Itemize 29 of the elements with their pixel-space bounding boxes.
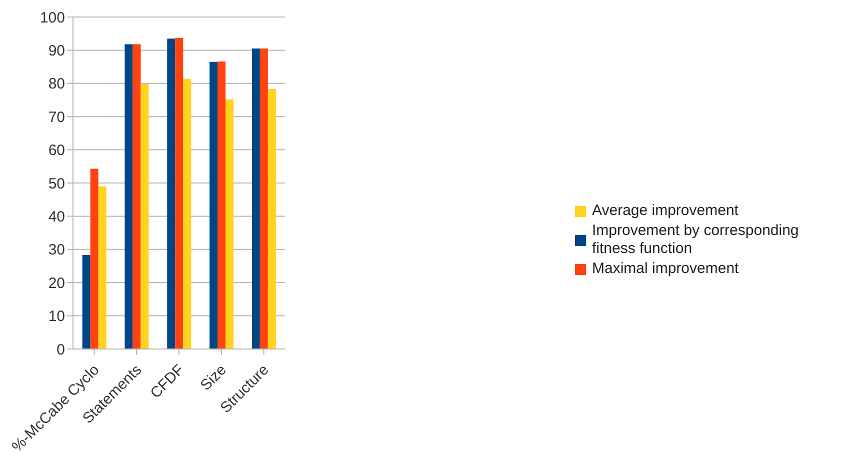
y-tick-label: 70 [48, 108, 65, 126]
y-tick-label: 20 [48, 274, 65, 292]
bar [175, 38, 184, 349]
bar [167, 38, 176, 349]
y-tick-label: 0 [56, 341, 65, 358]
y-tick-label: 80 [48, 76, 65, 93]
bar [226, 99, 234, 349]
bar [268, 89, 276, 349]
bar [82, 255, 90, 349]
y-tick-label: 90 [48, 42, 65, 60]
bar [252, 48, 260, 349]
legend-label: Average improvement [592, 202, 738, 220]
bar [183, 78, 192, 349]
y-tick-label: 40 [48, 208, 65, 226]
bar [210, 62, 218, 349]
y-tick-label: 30 [48, 242, 65, 259]
legend-label: Improvement by corresponding fitness function [592, 222, 800, 258]
y-tick-label: 10 [48, 308, 65, 326]
bar [90, 168, 98, 349]
bar [218, 61, 226, 349]
legend-label: Maximal improvement [592, 260, 739, 278]
y-tick-label: 50 [48, 175, 65, 192]
y-tick-label: 100 [40, 9, 65, 26]
bar [124, 44, 133, 349]
bar [260, 48, 268, 349]
bar [98, 186, 106, 349]
bar [132, 44, 141, 349]
bar [140, 84, 149, 349]
y-tick-label: 60 [48, 142, 65, 160]
